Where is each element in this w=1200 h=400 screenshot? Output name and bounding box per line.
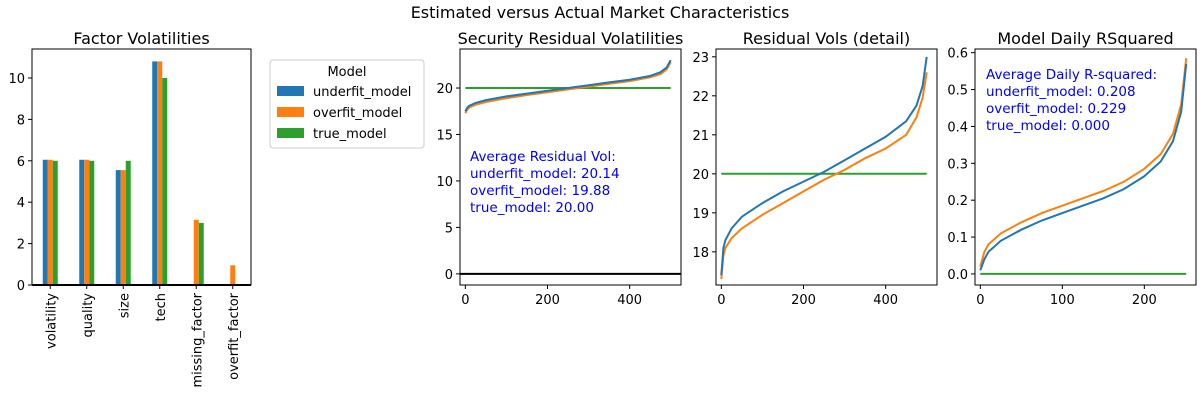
x-tick-label-0-2: size — [117, 293, 132, 318]
x-tick-label-3-2: 200 — [1132, 293, 1157, 308]
y-tick-label-3-5: 0.5 — [947, 84, 968, 99]
x-tick-label-2-0: 0 — [717, 293, 725, 308]
y-tick-label-3-2: 0.2 — [947, 194, 968, 209]
line-3-overfit_model — [979, 58, 1188, 267]
y-tick-label-1-3: 15 — [436, 128, 453, 143]
legend-box — [269, 59, 425, 149]
chart-title-0: Factor Volatilities — [73, 29, 209, 48]
annotation-3-0: Average Daily R-squared: — [986, 67, 1157, 83]
bar-overfit_model-volatility — [47, 159, 53, 285]
annotation-1-3: true_model: 20.00 — [470, 200, 594, 216]
plot-frame-3 — [974, 48, 1197, 286]
x-tick-label-3-0: 0 — [976, 293, 984, 308]
bar-underfit_model-tech — [152, 61, 158, 285]
factor-volatilities-chart: Factor Volatilities 0 2 4 6 8 10 volatility qual… — [8, 29, 252, 388]
line-3-underfit_model — [979, 63, 1188, 271]
bar-overfit_model-missing_factor — [193, 219, 199, 285]
bar-overfit_model-overfit_factor — [230, 265, 236, 285]
x-tick-label-3-1: 100 — [1050, 293, 1075, 308]
chart-title-1: Security Residual Volatilities — [458, 29, 684, 48]
figure-title: Estimated versus Actual Market Character… — [411, 3, 790, 22]
y-tick-label-1-4: 20 — [436, 82, 453, 97]
y-tick-label-2-4: 22 — [692, 90, 709, 105]
y-tick-label-2-5: 23 — [692, 51, 709, 66]
y-tick-label-0-0: 0 — [17, 279, 25, 294]
legend-label-underfit_model: underfit_model — [313, 85, 411, 100]
line-1-overfit_model — [464, 61, 672, 114]
y-tick-label-0-2: 4 — [17, 196, 25, 211]
legend: Model underfit_model overfit_model true_mod… — [269, 59, 425, 149]
bar-true_model-missing_factor — [198, 222, 204, 285]
bar-underfit_model-volatility — [42, 159, 48, 285]
x-tick-label-2-2: 400 — [873, 293, 898, 308]
legend-swatch-true_model — [277, 128, 304, 138]
x-tick-label-1-1: 200 — [535, 293, 560, 308]
bar-overfit_model-size — [120, 170, 126, 285]
annotation-3-2: overfit_model: 0.229 — [986, 101, 1126, 117]
legend-swatch-underfit_model — [277, 86, 304, 96]
y-tick-label-3-6: 0.6 — [947, 47, 968, 62]
y-tick-label-1-2: 10 — [436, 175, 453, 190]
y-tick-label-3-1: 0.1 — [947, 231, 968, 246]
bar-true_model-size — [125, 160, 131, 285]
y-tick-label-0-3: 6 — [17, 155, 25, 170]
bar-true_model-volatility — [52, 160, 58, 285]
y-tick-label-1-0: 0 — [445, 268, 453, 283]
x-tick-label-0-4: missing_factor — [190, 292, 205, 387]
model-daily-rsquared-chart: Model Daily RSquared 0 100 200 0.0 0.1 0.2 0.3 0… — [947, 29, 1197, 308]
plot-frame-2 — [715, 48, 938, 286]
line-2-underfit_model — [720, 56, 928, 276]
legend-swatch-overfit_model — [277, 107, 304, 117]
y-tick-label-0-5: 10 — [8, 72, 25, 87]
annotation-1-0: Average Residual Vol: — [470, 149, 616, 165]
annotation-1-2: overfit_model: 19.88 — [470, 183, 610, 199]
bar-true_model-quality — [89, 160, 95, 285]
annotation-3-3: true_model: 0.000 — [986, 118, 1110, 134]
y-tick-label-2-1: 19 — [692, 207, 709, 222]
annotation-3-1: underfit_model: 0.208 — [986, 84, 1136, 100]
chart-title-2: Residual Vols (detail) — [743, 29, 910, 48]
y-tick-label-3-3: 0.3 — [947, 157, 968, 172]
y-tick-label-2-3: 21 — [692, 129, 709, 144]
bar-overfit_model-tech — [157, 61, 163, 285]
bar-underfit_model-quality — [79, 159, 85, 285]
y-tick-label-0-1: 2 — [17, 238, 25, 253]
plot-frame-1 — [459, 48, 682, 286]
security-residual-vols-chart: Security Residual Volatilities 0 200 400 0 5 1… — [436, 29, 683, 308]
y-tick-label-3-0: 0.0 — [947, 268, 968, 283]
y-tick-label-1-1: 5 — [445, 221, 453, 236]
annotation-1-1: underfit_model: 20.14 — [470, 166, 620, 182]
y-tick-label-0-4: 8 — [17, 113, 25, 128]
y-tick-label-2-2: 20 — [692, 168, 709, 183]
x-tick-label-0-5: overfit_factor — [227, 292, 242, 380]
bar-true_model-tech — [162, 77, 168, 285]
chart-title-3: Model Daily RSquared — [997, 29, 1173, 48]
plot-frame-0 — [31, 48, 252, 286]
legend-label-true_model: true_model — [313, 127, 387, 142]
line-2-overfit_model — [720, 72, 928, 280]
x-tick-label-0-3: tech — [154, 293, 169, 321]
legend-label-overfit_model: overfit_model — [313, 106, 402, 121]
bar-overfit_model-quality — [84, 159, 90, 285]
y-tick-label-2-0: 18 — [692, 246, 709, 261]
legend-title: Model — [327, 65, 366, 80]
line-1-underfit_model — [464, 59, 672, 112]
bar-underfit_model-size — [115, 170, 121, 285]
y-tick-label-3-4: 0.4 — [947, 120, 968, 135]
x-tick-label-1-2: 400 — [617, 293, 642, 308]
residual-vols-detail-chart: Residual Vols (detail) 0 200 400 18 19 20 21 22 2… — [692, 29, 938, 308]
x-tick-label-0-0: volatility — [44, 293, 59, 349]
x-tick-label-0-1: quality — [81, 293, 96, 338]
x-tick-label-1-0: 0 — [461, 293, 469, 308]
x-tick-label-2-1: 200 — [791, 293, 816, 308]
